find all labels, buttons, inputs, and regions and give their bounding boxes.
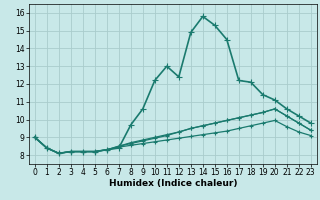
X-axis label: Humidex (Indice chaleur): Humidex (Indice chaleur) [108,179,237,188]
